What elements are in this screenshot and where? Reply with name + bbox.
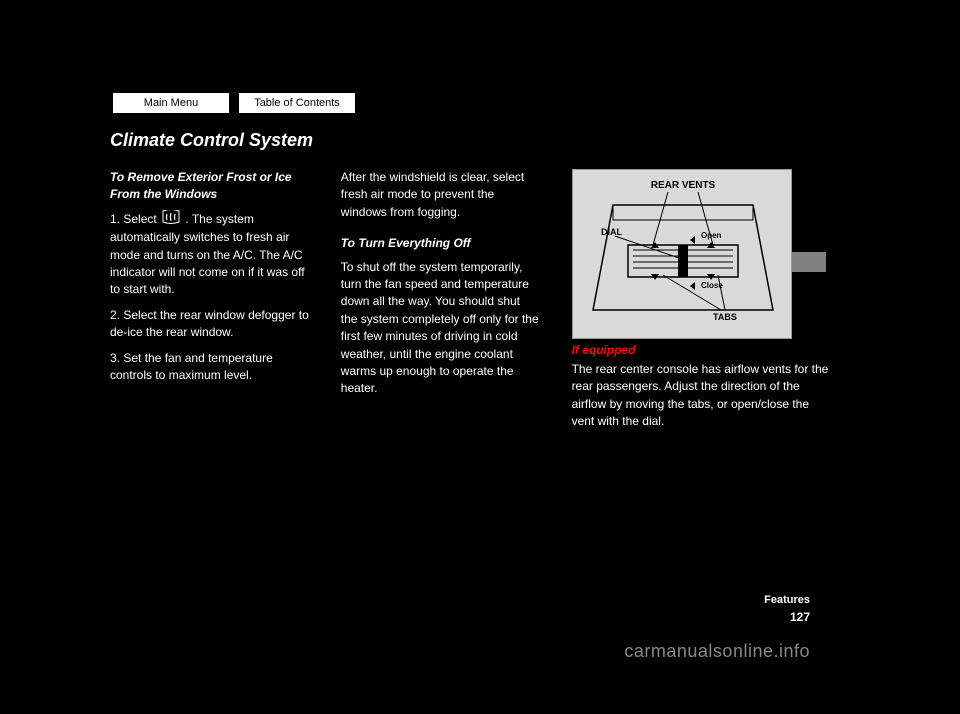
left-column: To Remove Exterior Frost or Ice From the… bbox=[110, 169, 309, 431]
right-body: The rear center console has airflow vent… bbox=[572, 361, 830, 431]
step3-text: Set the fan and temperature controls to … bbox=[110, 351, 273, 382]
mid-p2: To shut off the system temporarily, turn… bbox=[341, 259, 540, 398]
open-label: Open bbox=[701, 231, 722, 240]
ac-indicator-text: A/C bbox=[283, 248, 303, 262]
step1-prefix: Select bbox=[123, 212, 156, 226]
dial-label: DIAL bbox=[601, 227, 622, 237]
page-number: 127 bbox=[790, 610, 810, 624]
watermark: carmanualsonline.info bbox=[624, 641, 810, 662]
section-label: Features bbox=[764, 594, 810, 606]
step1-tail: indicator will not come on if it was off… bbox=[110, 265, 305, 296]
mid-p1: After the windshield is clear, select fr… bbox=[341, 169, 540, 221]
page-content: Climate Control System To Remove Exterio… bbox=[110, 130, 830, 431]
rear-vents-diagram: REAR VENTS bbox=[572, 169, 792, 339]
if-equipped-label: If equipped bbox=[572, 343, 830, 357]
right-column: REAR VENTS bbox=[572, 169, 830, 431]
tabs-label: TABS bbox=[713, 312, 737, 322]
diagram-title-text: REAR VENTS bbox=[650, 180, 715, 191]
page-title: Climate Control System bbox=[110, 130, 830, 151]
step-1: 1. Select . The system automatically swi… bbox=[110, 210, 309, 299]
step2-text: Select the rear window defogger to de-ic… bbox=[110, 308, 309, 339]
main-menu-button[interactable]: Main Menu bbox=[112, 92, 230, 114]
mid-subhead: To Turn Everything Off bbox=[341, 235, 540, 252]
toc-button[interactable]: Table of Contents bbox=[238, 92, 356, 114]
left-subhead: To Remove Exterior Frost or Ice From the… bbox=[110, 169, 309, 204]
step-2: 2. Select the rear window defogger to de… bbox=[110, 307, 309, 342]
middle-column: After the windshield is clear, select fr… bbox=[341, 169, 540, 431]
defrost-icon bbox=[162, 210, 180, 229]
step-3: 3. Set the fan and temperature controls … bbox=[110, 350, 309, 385]
nav-buttons: Main Menu Table of Contents bbox=[112, 92, 356, 114]
